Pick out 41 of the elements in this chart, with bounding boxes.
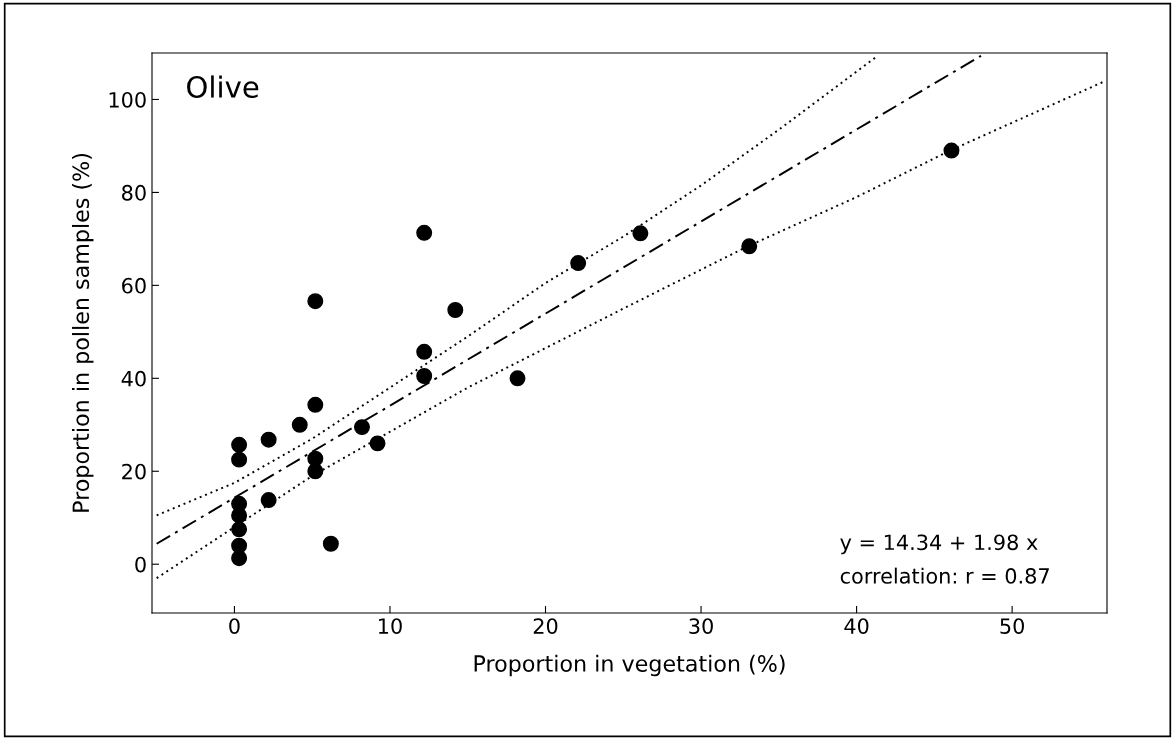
point [322,535,339,552]
point [307,463,324,480]
annotation: y = 14.34 + 1.98 x [840,534,1038,555]
point [291,416,308,433]
y-tick-label: 80 [122,184,146,201]
point [231,521,248,538]
point [231,507,248,524]
x-tick-label: 20 [533,618,558,634]
point [231,451,248,468]
point [570,255,587,272]
annotation: correlation: r = 0.87 [840,567,1049,584]
y-tick-label: 0 [135,556,146,573]
point [741,238,758,255]
text: Olive [187,75,259,98]
x-tick-label: 0 [229,618,240,634]
point [260,492,277,509]
point [231,550,248,567]
y-tick-label: 40 [121,370,146,387]
point [416,368,433,384]
point [943,142,960,159]
point [260,431,277,448]
y-axis-title: Proportion in pollen samples (%) [71,154,94,512]
point [307,293,324,310]
point [447,302,464,318]
line-series [155,56,877,517]
point [509,370,526,387]
point [416,343,433,360]
y-tick-label: 60 [122,277,146,294]
y-tick-label: 100 [109,91,146,108]
point [307,396,324,413]
x-tick-label: 50 [1000,618,1024,634]
point [231,436,248,453]
y-tick-label: 20 [122,463,146,480]
point [632,225,649,242]
x-tick-label: 40 [844,618,869,634]
x-tick-label: 30 [689,618,713,634]
x-axis-title: Proportion in vegetation (%) [474,654,785,677]
point [369,435,386,452]
point [353,419,370,436]
point [416,224,433,241]
x-tick-label: 10 [379,618,402,634]
